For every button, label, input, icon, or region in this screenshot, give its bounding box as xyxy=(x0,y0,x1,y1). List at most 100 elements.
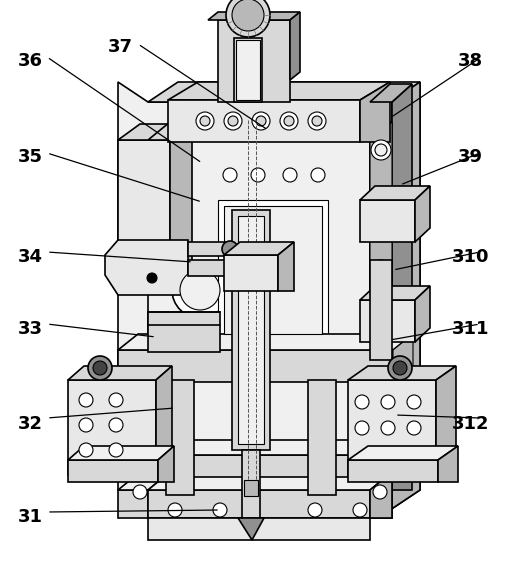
Polygon shape xyxy=(370,122,392,350)
Circle shape xyxy=(93,361,107,375)
Circle shape xyxy=(283,168,297,182)
Circle shape xyxy=(381,395,395,409)
Circle shape xyxy=(232,0,264,31)
Bar xyxy=(360,200,415,242)
Bar xyxy=(118,490,148,518)
Circle shape xyxy=(375,434,387,446)
Bar xyxy=(166,380,194,495)
Bar xyxy=(224,206,322,334)
Polygon shape xyxy=(118,440,413,455)
Bar xyxy=(118,140,170,270)
Circle shape xyxy=(200,116,210,126)
Circle shape xyxy=(371,140,391,160)
Circle shape xyxy=(226,0,270,37)
Polygon shape xyxy=(148,472,392,490)
Bar xyxy=(360,300,415,342)
Circle shape xyxy=(355,395,369,409)
Bar xyxy=(148,518,370,540)
Bar xyxy=(148,140,370,350)
Text: 32: 32 xyxy=(18,415,43,433)
Bar xyxy=(370,260,392,360)
Circle shape xyxy=(393,361,407,375)
Text: 312: 312 xyxy=(452,415,490,433)
Circle shape xyxy=(79,443,93,457)
Circle shape xyxy=(308,112,326,130)
Polygon shape xyxy=(118,124,192,140)
Bar xyxy=(236,40,260,100)
Bar xyxy=(118,350,393,382)
Polygon shape xyxy=(68,366,172,380)
Polygon shape xyxy=(415,186,430,242)
Circle shape xyxy=(407,421,421,435)
Polygon shape xyxy=(224,242,294,255)
Circle shape xyxy=(168,503,182,517)
Text: 31: 31 xyxy=(18,508,43,526)
Circle shape xyxy=(284,116,294,126)
Bar xyxy=(188,260,243,276)
Circle shape xyxy=(355,421,369,435)
Bar xyxy=(242,450,260,518)
Circle shape xyxy=(381,421,395,435)
Circle shape xyxy=(228,116,238,126)
Polygon shape xyxy=(438,446,458,482)
Polygon shape xyxy=(105,240,188,295)
Circle shape xyxy=(353,503,367,517)
Bar xyxy=(188,242,228,256)
Bar xyxy=(168,100,360,142)
Circle shape xyxy=(280,112,298,130)
Bar xyxy=(238,216,264,444)
Polygon shape xyxy=(392,84,412,490)
Circle shape xyxy=(109,418,123,432)
Polygon shape xyxy=(278,242,294,291)
Circle shape xyxy=(180,270,220,310)
Polygon shape xyxy=(360,82,390,142)
Bar xyxy=(244,480,258,496)
Polygon shape xyxy=(370,472,392,518)
Polygon shape xyxy=(118,472,170,490)
Polygon shape xyxy=(168,82,390,100)
Circle shape xyxy=(251,168,265,182)
Circle shape xyxy=(256,116,266,126)
Circle shape xyxy=(79,418,93,432)
Circle shape xyxy=(213,503,227,517)
Bar xyxy=(232,210,270,450)
Text: 38: 38 xyxy=(458,52,483,70)
Circle shape xyxy=(133,485,147,499)
Circle shape xyxy=(371,260,391,280)
Polygon shape xyxy=(158,446,174,482)
Bar xyxy=(348,380,436,475)
Circle shape xyxy=(373,485,387,499)
Circle shape xyxy=(222,241,238,257)
Circle shape xyxy=(223,168,237,182)
Polygon shape xyxy=(118,82,420,510)
Circle shape xyxy=(311,168,325,182)
Circle shape xyxy=(371,200,391,220)
Bar xyxy=(68,460,158,482)
Circle shape xyxy=(312,116,322,126)
Circle shape xyxy=(236,258,256,278)
Circle shape xyxy=(252,112,270,130)
Bar xyxy=(218,200,328,340)
Circle shape xyxy=(375,384,387,396)
Polygon shape xyxy=(238,518,264,540)
Polygon shape xyxy=(148,82,420,102)
Circle shape xyxy=(172,262,228,318)
Circle shape xyxy=(371,380,391,400)
Circle shape xyxy=(375,144,387,156)
Polygon shape xyxy=(436,366,456,475)
Bar xyxy=(148,490,370,518)
Circle shape xyxy=(109,393,123,407)
Polygon shape xyxy=(348,366,456,380)
Polygon shape xyxy=(370,84,412,102)
Polygon shape xyxy=(118,334,413,350)
Circle shape xyxy=(371,320,391,340)
Polygon shape xyxy=(68,446,174,460)
Text: 34: 34 xyxy=(18,248,43,266)
Text: 37: 37 xyxy=(108,38,133,56)
Text: 39: 39 xyxy=(458,148,483,166)
Text: 311: 311 xyxy=(452,320,490,338)
Polygon shape xyxy=(360,286,430,300)
Polygon shape xyxy=(170,124,192,270)
Polygon shape xyxy=(393,334,413,382)
Circle shape xyxy=(375,324,387,336)
